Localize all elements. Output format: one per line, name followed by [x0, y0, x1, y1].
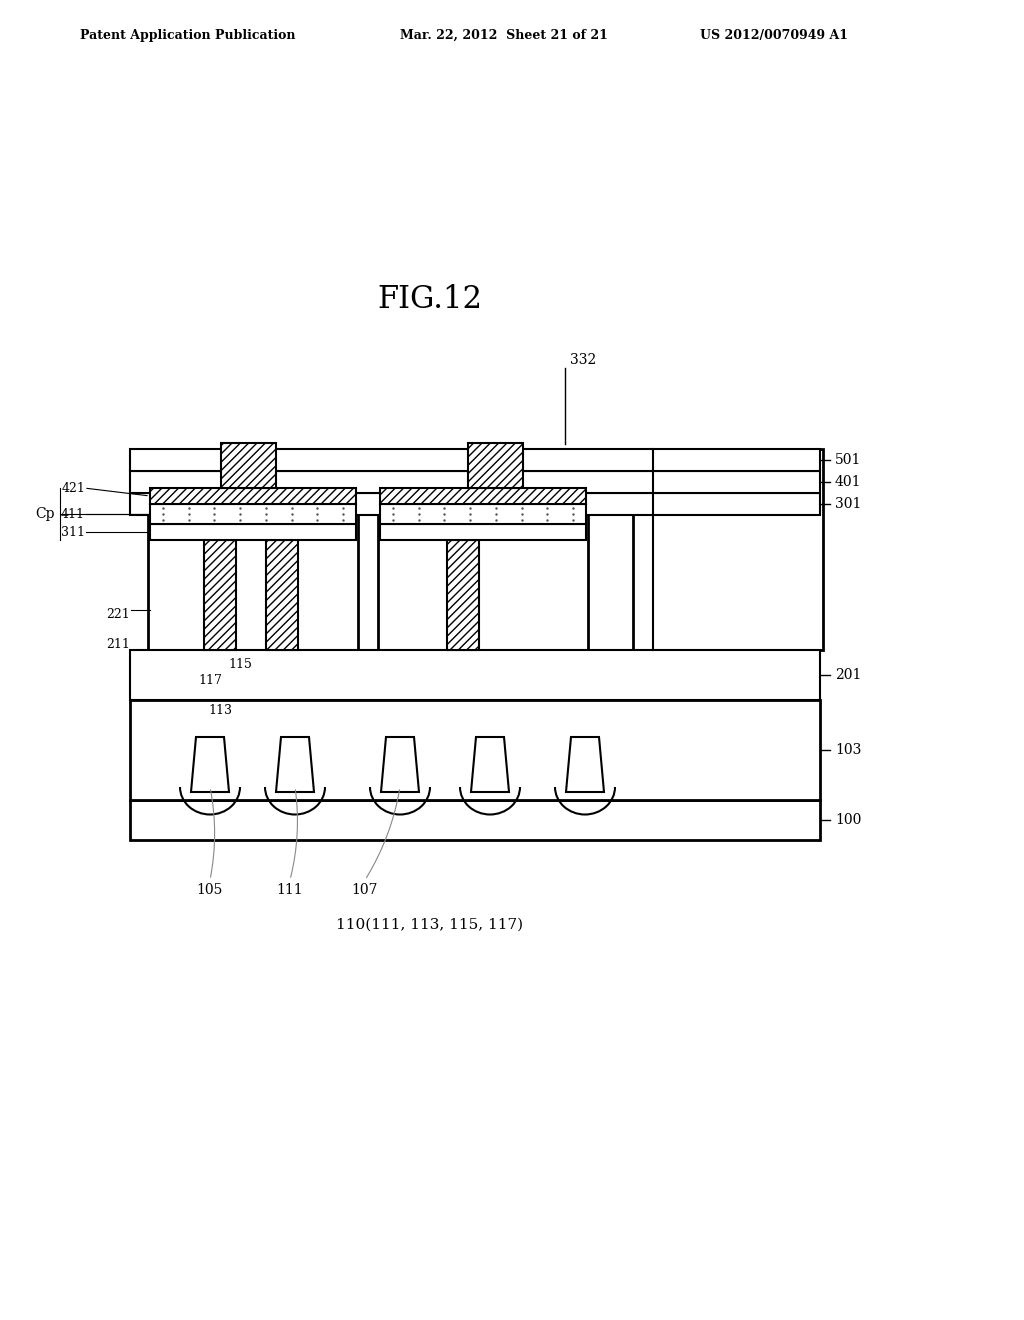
Polygon shape [471, 737, 509, 792]
Bar [130, 449, 820, 471]
Bar [380, 524, 586, 540]
Text: 100: 100 [835, 813, 861, 828]
Text: 411: 411 [61, 507, 85, 520]
Bar [447, 540, 479, 649]
Bar [130, 471, 820, 492]
Text: 401: 401 [835, 475, 861, 488]
Bar [378, 449, 588, 649]
Text: 221: 221 [106, 609, 130, 622]
Bar [266, 540, 298, 649]
Bar [380, 504, 586, 524]
Bar [380, 488, 586, 504]
Bar [130, 800, 820, 840]
Text: 105: 105 [197, 883, 223, 898]
Bar [220, 444, 275, 488]
Text: 501: 501 [835, 453, 861, 467]
Bar [633, 449, 823, 649]
Text: 117: 117 [198, 673, 222, 686]
Text: 311: 311 [61, 525, 85, 539]
Text: 113: 113 [208, 704, 232, 717]
Polygon shape [276, 737, 314, 792]
Text: Mar. 22, 2012  Sheet 21 of 21: Mar. 22, 2012 Sheet 21 of 21 [400, 29, 608, 41]
Text: 301: 301 [835, 498, 861, 511]
Text: 107: 107 [352, 883, 378, 898]
Bar [148, 449, 358, 649]
Polygon shape [381, 737, 419, 792]
Polygon shape [191, 737, 229, 792]
Bar [130, 492, 820, 515]
Polygon shape [566, 737, 604, 792]
Text: US 2012/0070949 A1: US 2012/0070949 A1 [700, 29, 848, 41]
Text: 103: 103 [835, 743, 861, 756]
Bar [468, 444, 522, 488]
Bar [130, 700, 820, 800]
Text: 421: 421 [61, 482, 85, 495]
Text: Patent Application Publication: Patent Application Publication [80, 29, 296, 41]
Text: 211: 211 [106, 639, 130, 652]
Text: 201: 201 [835, 668, 861, 682]
Text: 115: 115 [228, 659, 252, 672]
Text: FIG.12: FIG.12 [378, 285, 482, 315]
Text: 111: 111 [276, 883, 303, 898]
Text: 332: 332 [570, 352, 596, 367]
Bar [150, 488, 356, 504]
Bar [204, 540, 236, 649]
Bar [150, 524, 356, 540]
Text: Cp: Cp [36, 507, 55, 521]
Bar [150, 504, 356, 524]
Bar [130, 649, 820, 700]
Text: 110(111, 113, 115, 117): 110(111, 113, 115, 117) [337, 917, 523, 932]
